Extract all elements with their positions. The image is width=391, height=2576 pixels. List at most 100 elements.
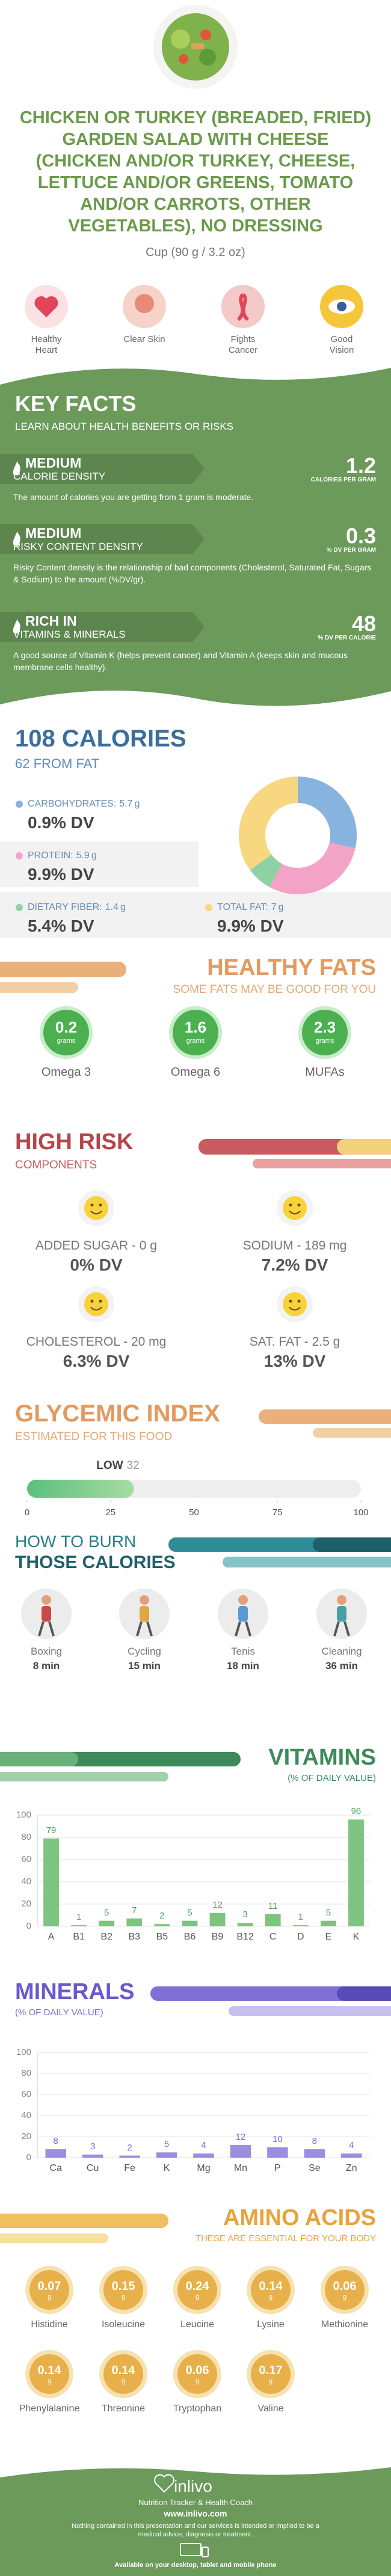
amino-circle bbox=[29, 2270, 69, 2310]
activity-head bbox=[238, 1595, 248, 1605]
bar bbox=[341, 2153, 362, 2158]
amino-unit: g bbox=[342, 2294, 347, 2301]
amino-name: Threonine bbox=[101, 2404, 146, 2414]
face-icon bbox=[135, 294, 154, 313]
x-tick-label: A bbox=[48, 1932, 55, 1942]
section-title: MINERALS bbox=[15, 1979, 135, 2004]
amino-circle bbox=[29, 2354, 69, 2394]
tomato bbox=[179, 54, 188, 64]
x-tick-label: B1 bbox=[73, 1932, 85, 1942]
fat-value: 1.6 bbox=[184, 1018, 207, 1036]
activity-legs bbox=[235, 1621, 251, 1637]
fact-label-band bbox=[0, 612, 205, 642]
amino-circle bbox=[251, 2354, 291, 2394]
chicken bbox=[191, 43, 205, 49]
y-tick-label: 100 bbox=[16, 1810, 31, 1820]
bar bbox=[304, 2149, 325, 2158]
amino-circle bbox=[251, 2270, 291, 2310]
value-label: 1 bbox=[298, 1912, 303, 1923]
benefit-label: Good Vision bbox=[329, 334, 354, 355]
face-eye bbox=[297, 1203, 301, 1207]
amino-value: 0.06 bbox=[333, 2280, 357, 2293]
value-label: 11 bbox=[268, 1900, 278, 1911]
gi-value: 32 bbox=[126, 1459, 140, 1472]
section-title: HIGH RISK bbox=[15, 1129, 134, 1155]
decor-stripe bbox=[0, 962, 126, 977]
section-subtitle: 62 FROM FAT bbox=[15, 756, 100, 771]
y-tick-label: 40 bbox=[21, 2110, 31, 2120]
amino-name: Methionine bbox=[321, 2319, 369, 2330]
device-icon bbox=[180, 2543, 202, 2556]
fact-label-band bbox=[0, 524, 205, 554]
fact-level: MEDIUM bbox=[25, 455, 82, 471]
value-label: 5 bbox=[325, 1907, 331, 1918]
section-title: VITAMINS bbox=[268, 1745, 376, 1770]
activity-name: Cycling bbox=[128, 1646, 161, 1657]
decor-stripe bbox=[313, 1428, 391, 1438]
availability: Available on your desktop, tablet and mo… bbox=[114, 2562, 277, 2569]
x-tick-label: 100 bbox=[353, 1507, 369, 1518]
x-tick-label: Mn bbox=[233, 2163, 248, 2173]
pupil bbox=[337, 302, 346, 311]
serving-size: Cup (90 g / 3.2 oz) bbox=[146, 246, 245, 259]
decor-stripe bbox=[0, 982, 78, 993]
amino-name: Phenylalanine bbox=[19, 2404, 80, 2414]
footer-background bbox=[0, 2467, 391, 2576]
fact-unit: CALORIES PER GRAM bbox=[310, 477, 376, 483]
value-label: 3 bbox=[90, 2141, 96, 2152]
section-subtitle: LEARN ABOUT HEALTH BENEFITS OR RISKS bbox=[15, 421, 234, 432]
nutrient-label: TOTAL FAT: 7 g bbox=[217, 902, 284, 913]
value-label: 7 bbox=[132, 1905, 137, 1916]
bar bbox=[45, 2149, 66, 2158]
x-tick-label: B6 bbox=[183, 1932, 196, 1942]
bar bbox=[119, 2155, 140, 2158]
face-eye bbox=[297, 1299, 301, 1303]
nutrient-label: CARBOHYDRATES: 5.7 g bbox=[28, 798, 140, 810]
brand: inlivo bbox=[174, 2477, 212, 2495]
activity-time: 18 min bbox=[227, 1660, 259, 1671]
disclaimer: Nothing contained in this presentation a… bbox=[72, 2523, 319, 2538]
y-tick-label: 100 bbox=[16, 2047, 31, 2057]
section-subtitle: THESE ARE ESSENTIAL FOR YOUR BODY bbox=[195, 2233, 376, 2244]
fact-icon bbox=[13, 461, 20, 475]
section-title: KEY FACTS bbox=[15, 391, 137, 416]
x-tick-label: Cu bbox=[86, 2163, 99, 2173]
nutrient-name: TOTAL FAT: bbox=[217, 902, 268, 912]
amino-circle bbox=[177, 2354, 217, 2394]
bar bbox=[230, 2145, 251, 2158]
activity-name: Tenis bbox=[231, 1646, 255, 1657]
decor-stripe bbox=[0, 1772, 168, 1781]
amino-name: Lysine bbox=[257, 2319, 285, 2330]
decor-stripe bbox=[259, 1409, 391, 1424]
nutrient-name: CARBOHYDRATES: bbox=[28, 799, 117, 809]
decor-stripe bbox=[150, 1986, 391, 2001]
bar bbox=[154, 1924, 170, 1926]
legend-dot bbox=[205, 904, 212, 911]
nutrient-unit: g bbox=[134, 799, 140, 809]
decor-stripe bbox=[0, 2233, 108, 2243]
decor-stripe bbox=[313, 1537, 391, 1552]
fact-name: RISKY CONTENT DENSITY bbox=[13, 541, 143, 552]
leaf bbox=[171, 29, 190, 49]
nutrient-name: DIETARY FIBER: bbox=[28, 902, 102, 912]
nutrient-dv: 5.4% DV bbox=[28, 917, 94, 935]
x-tick-label: 75 bbox=[272, 1507, 283, 1518]
y-tick-label: 80 bbox=[21, 2068, 31, 2078]
url: www.inlivo.com bbox=[164, 2509, 227, 2518]
x-tick-label: D bbox=[297, 1932, 304, 1942]
face-eye bbox=[289, 1203, 292, 1207]
bar bbox=[292, 1925, 309, 1926]
tomato bbox=[200, 29, 211, 40]
amino-circle bbox=[103, 2354, 143, 2394]
fact-level: RICH IN bbox=[25, 613, 77, 629]
amino-name: Tryptophan bbox=[173, 2404, 222, 2414]
amino-value: 0.14 bbox=[37, 2364, 61, 2377]
row-band bbox=[0, 892, 391, 938]
section-subtitle: THOSE CALORIES bbox=[15, 1552, 176, 1572]
section-title: AMINO ACIDS bbox=[223, 2205, 376, 2230]
amino-name: Isoleucine bbox=[101, 2319, 146, 2330]
bar bbox=[99, 1920, 115, 1926]
nutrient-unit: g bbox=[120, 902, 126, 912]
face-eye bbox=[99, 1203, 102, 1207]
